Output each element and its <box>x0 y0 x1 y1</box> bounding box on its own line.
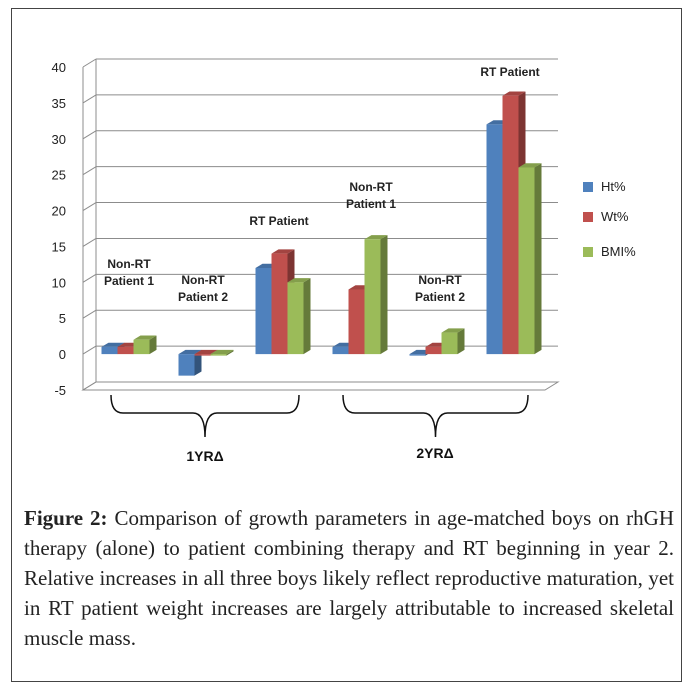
y-tick-label: 25 <box>52 168 66 183</box>
bar <box>117 346 134 355</box>
period-label: 2YRΔ <box>416 445 453 461</box>
bar-top <box>210 349 234 355</box>
figure-caption: Figure 2: Comparison of growth parameter… <box>24 503 674 653</box>
caption-label: Figure 2: <box>24 506 108 530</box>
y-tick-label: 5 <box>59 311 66 326</box>
bar-top <box>133 335 157 340</box>
group-label: Patient 1 <box>104 274 154 288</box>
bar <box>194 354 211 356</box>
bar-side <box>457 328 465 355</box>
bar-top <box>101 342 125 347</box>
chart-floor <box>81 381 560 391</box>
bar <box>441 332 458 355</box>
bar <box>287 282 304 355</box>
y-tick-label: 15 <box>52 239 66 254</box>
bar-side <box>303 278 311 355</box>
bar <box>425 346 442 355</box>
gridline-depth <box>82 58 97 68</box>
legend-label: Ht% <box>601 179 626 194</box>
group-label: RT Patient <box>249 214 308 228</box>
bar-top <box>441 328 465 333</box>
bar <box>409 354 426 356</box>
y-tick-label: 30 <box>52 132 66 147</box>
bar-side <box>149 335 157 355</box>
y-tick-label: 0 <box>59 347 66 362</box>
legend-swatch <box>583 247 593 257</box>
gridline-depth <box>82 273 97 283</box>
group-label: Non-RT <box>418 273 462 287</box>
bar-top <box>502 91 526 96</box>
bar-top <box>194 349 218 355</box>
bar <box>486 124 503 355</box>
bar-top <box>518 163 542 168</box>
legend-label: BMI% <box>601 244 636 259</box>
y-tick-label: 10 <box>52 275 66 290</box>
gridline-depth <box>82 238 97 247</box>
gridline-depth <box>82 130 97 140</box>
brace-2yr <box>342 394 529 438</box>
bar-chart: 40 35 30 25 20 15 10 5 0 -5 Non-RT Patient 1 Non-RT P… <box>52 58 636 464</box>
bar-side <box>534 163 542 355</box>
y-tick-label: 20 <box>52 204 66 219</box>
bar-top <box>271 249 295 254</box>
y-tick-label: 40 <box>52 60 66 75</box>
group-label: Patient 1 <box>346 197 396 211</box>
bar <box>364 239 381 355</box>
y-tick-label: -5 <box>54 383 66 398</box>
bar <box>332 346 349 355</box>
bar <box>502 95 519 355</box>
gridline-depth <box>82 345 97 355</box>
bar-side <box>194 349 202 376</box>
brace-1yr <box>110 394 300 438</box>
bar <box>101 346 118 355</box>
group-label: RT Patient <box>480 65 539 79</box>
group-label: Non-RT <box>181 273 225 287</box>
bar <box>271 253 288 355</box>
bar-side <box>226 349 234 356</box>
gridline-depth <box>82 94 97 104</box>
gridline-depth <box>82 166 97 176</box>
period-label: 1YRΔ <box>186 448 223 464</box>
gridline-depth <box>82 202 97 211</box>
y-tick-label: 35 <box>52 96 66 111</box>
bar <box>133 339 150 355</box>
bar-side <box>380 235 388 355</box>
bar <box>518 167 535 355</box>
bar <box>255 267 272 355</box>
bar <box>348 289 365 355</box>
bar-top <box>364 235 388 240</box>
gridline-depth <box>82 309 97 319</box>
bar-top <box>178 349 202 355</box>
bar-top <box>287 278 311 283</box>
caption-text: Comparison of growth parameters in age-m… <box>24 506 674 650</box>
group-label: Non-RT <box>107 257 151 271</box>
legend-swatch <box>583 212 593 222</box>
group-label: Non-RT <box>349 180 393 194</box>
legend-label: Wt% <box>601 209 629 224</box>
group-label: Patient 2 <box>415 290 465 304</box>
bar <box>178 354 195 376</box>
group-label: Patient 2 <box>178 290 228 304</box>
legend-swatch <box>583 182 593 192</box>
bar <box>210 354 227 356</box>
